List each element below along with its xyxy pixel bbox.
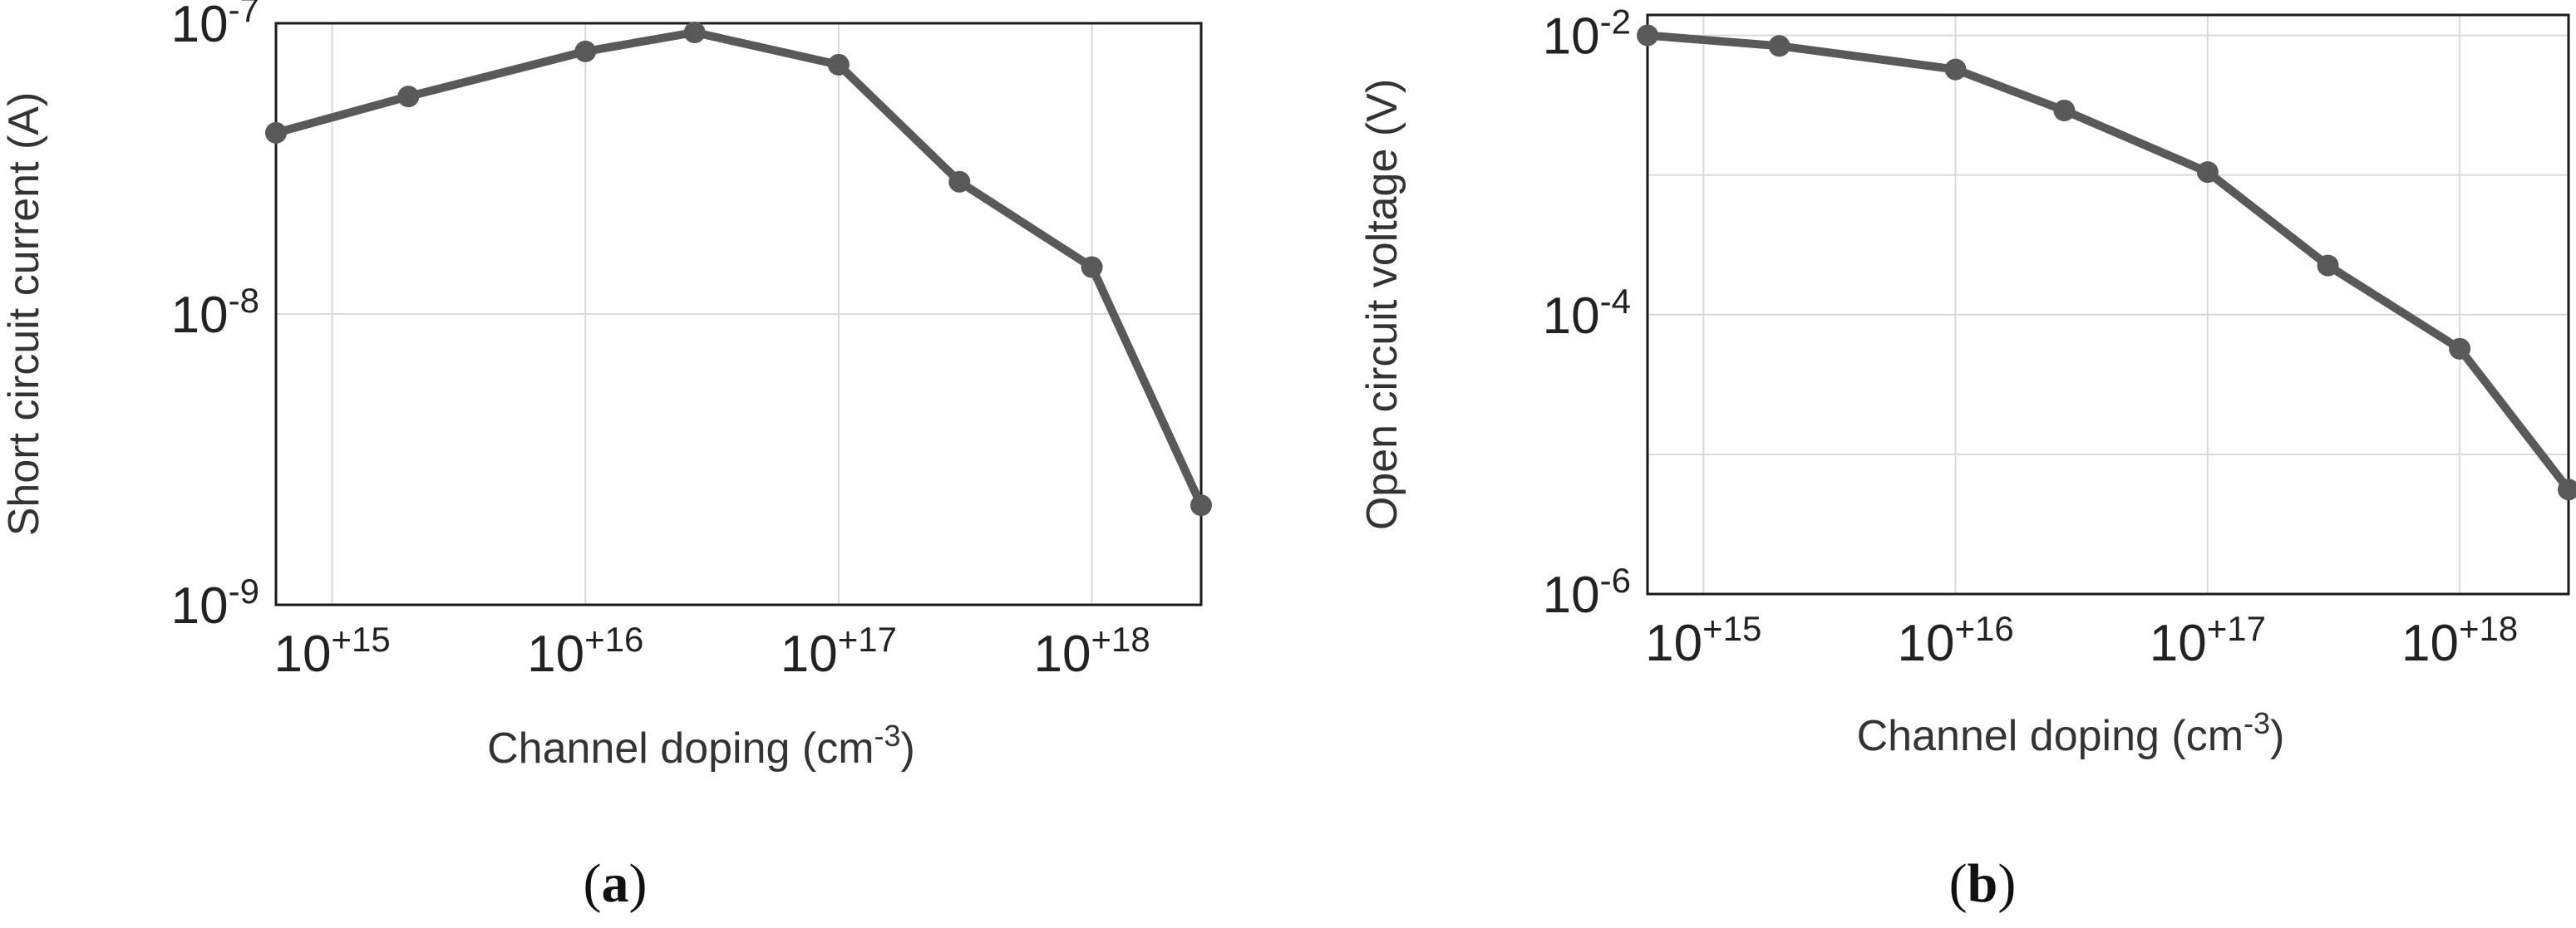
series-line [272,28,1205,510]
data-point [1768,35,1790,57]
series-line [1643,31,2573,494]
data-point [2196,161,2219,184]
data-point [827,53,850,76]
data-point [2053,99,2076,121]
data-point [1190,494,1212,517]
x-tick-label: 10+16 [1897,609,2013,672]
x-tick-label: 10+15 [1645,609,1761,672]
plot-frame [1646,13,2570,596]
chart-panel-a: 10+15 10+16 10+17 10+18 10-9 10-8 10-7 Channel … [0,0,1212,914]
x-tick-label: 10+16 [527,620,643,683]
plot-area [1648,15,2569,594]
data-point [2449,337,2471,360]
data-point [1637,24,1658,47]
y-tick-label: 10-9 [171,572,259,635]
data-point [265,121,287,144]
panel-label: (a) [584,853,648,914]
x-axis-title: Channel doping (cm-3) [1857,706,2285,760]
y-axis-title: Open circuit voltage (V) [1358,79,1406,530]
x-axis-title: Channel doping (cm-3) [487,719,915,773]
x-tick-label: 10+17 [2150,609,2266,672]
plot-frame [274,22,1203,606]
x-tick-label: 10+18 [2401,609,2518,672]
y-tick-label: 10-2 [1543,2,1631,66]
y-axis-title: Short circuit current (A) [0,92,48,537]
y-tick-label: 10-4 [1543,282,1631,345]
data-point [574,40,597,62]
x-tick-label: 10+17 [781,620,897,683]
y-tick-label: 10-8 [171,281,259,344]
data-point [2558,479,2576,501]
data-point [1944,58,1967,81]
data-point [948,170,971,193]
x-tick-label: 10+18 [1033,620,1150,683]
y-tick-label: 10-7 [171,0,259,53]
x-tick-label: 10+15 [273,620,390,683]
y-tick-label: 10-6 [1543,561,1631,624]
data-point [2317,254,2339,277]
data-point [1081,256,1103,278]
chart-panel-b: 10+15 10+16 10+17 10+18 10-6 10-4 10-2 Channel … [1358,2,2576,914]
data-point [397,86,420,108]
data-point [683,22,706,44]
panel-label: (b) [1949,853,2017,914]
